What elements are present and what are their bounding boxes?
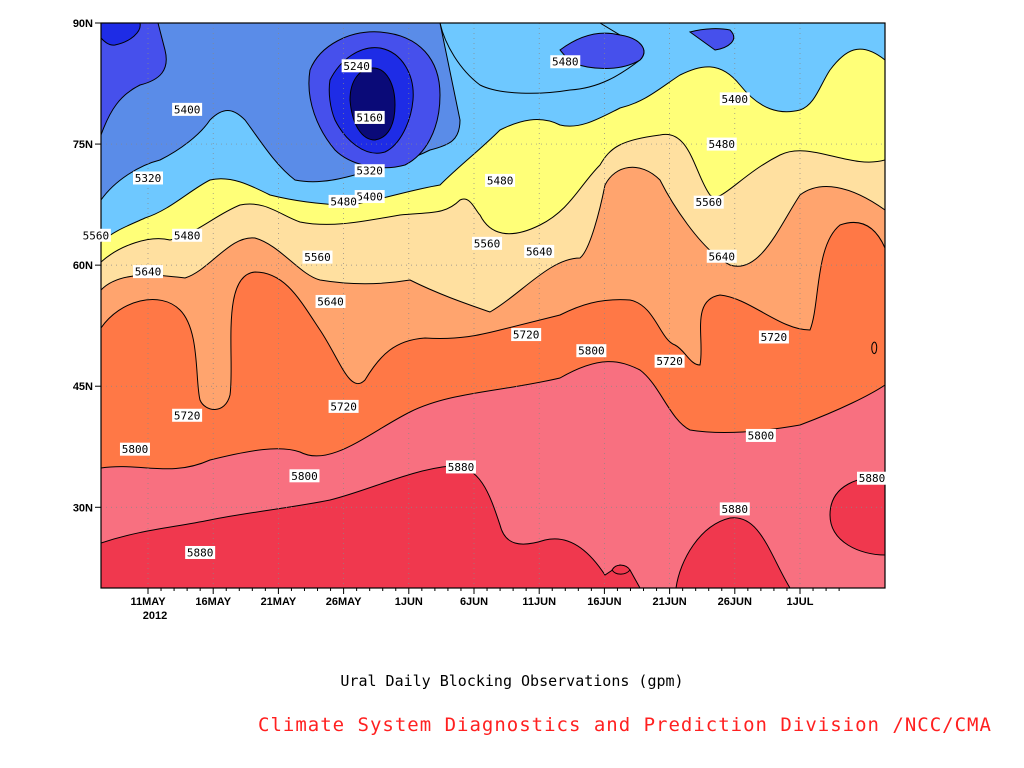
contour-label-box — [315, 294, 346, 308]
x-tick-label: 26MAY — [326, 596, 362, 608]
contour-label: 5240 — [343, 60, 370, 73]
x-tick-label: 26JUN — [718, 596, 752, 608]
contour-label-box — [289, 469, 320, 483]
contour-label-box — [133, 265, 163, 279]
contour-label-box — [706, 249, 737, 263]
contour-label-box — [550, 55, 581, 69]
contour-label-box — [172, 102, 203, 116]
contour-label: 5640 — [709, 250, 736, 263]
contour-bands — [101, 23, 885, 588]
contour-label: 5480 — [174, 229, 201, 242]
contour-label: 5400 — [722, 93, 749, 106]
contour-label: 5640 — [317, 295, 344, 308]
contour-label: 5320 — [356, 165, 383, 178]
y-tick-label: 45N — [73, 381, 93, 393]
contour-label: 5720 — [761, 331, 788, 344]
y-axis: 30N 45N 60N 75N 90N — [73, 18, 101, 514]
contour-label-box — [857, 471, 887, 485]
plot-frame — [100, 22, 886, 589]
contour-label-box — [119, 442, 150, 456]
y-tick-label: 75N — [73, 139, 93, 151]
contour-label: 5720 — [656, 355, 683, 368]
contour-label-box — [328, 194, 359, 208]
contour-label-box — [511, 328, 542, 342]
contour-label: 5160 — [356, 111, 383, 124]
closed-contour-5720 — [871, 341, 878, 355]
contour-label: 5800 — [122, 443, 149, 456]
contour-label-box — [706, 137, 737, 151]
x-tick-label: 16MAY — [195, 596, 231, 608]
contour-labels: 5240516054005320532054005480548054805400… — [80, 55, 887, 559]
contour-label: 5880 — [448, 461, 475, 474]
contour-label: 5480 — [487, 174, 514, 187]
contour-label: 5800 — [748, 429, 775, 442]
contour-label-box — [354, 110, 385, 124]
contour-label: 5320 — [135, 172, 162, 185]
contour-label-box — [576, 344, 607, 358]
contour-label-box — [719, 92, 750, 106]
x-tick-label: 21JUN — [652, 596, 686, 608]
contour-label-box — [341, 59, 372, 73]
contour-label: 5880 — [722, 503, 749, 516]
contour-label-box — [485, 173, 516, 187]
contour-label-box — [354, 164, 385, 178]
contour-label: 5800 — [291, 470, 318, 483]
contour-label: 5480 — [330, 195, 357, 208]
x-tick-label: 21MAY — [261, 596, 297, 608]
x-tick-label: 16JUN — [587, 596, 621, 608]
x-tick-label: 1JUN — [395, 596, 423, 608]
y-tick-label: 30N — [73, 502, 93, 514]
contour-label-box — [654, 354, 685, 368]
x-tick-label: 1JUL — [787, 596, 814, 608]
contour-label-box — [758, 330, 789, 344]
contour-label-box — [302, 250, 333, 264]
contour-label: 5720 — [513, 329, 540, 342]
contour-label-box — [172, 228, 203, 242]
contour-label: 5880 — [187, 546, 214, 559]
contour-label-box — [185, 545, 216, 559]
contour-label-box — [172, 408, 203, 422]
contour-label: 5880 — [859, 472, 886, 485]
contour-label: 5560 — [695, 196, 722, 209]
contour-label-box — [354, 190, 385, 204]
contour-label: 5400 — [174, 103, 201, 116]
contour-label-box — [745, 428, 776, 442]
contour-label: 5560 — [83, 229, 110, 242]
contour-label: 5640 — [526, 245, 553, 258]
contour-label: 5560 — [304, 251, 331, 264]
contour-label: 5720 — [330, 400, 357, 413]
band-5880-island — [611, 564, 631, 575]
contour-label: 5800 — [578, 345, 605, 358]
y-tick-label: 60N — [73, 260, 93, 272]
band-5160 — [101, 23, 414, 154]
contour-label: 5560 — [474, 237, 501, 250]
contour-label-box — [328, 399, 359, 413]
y-tick-label: 90N — [73, 18, 93, 30]
x-tick-label: 6JUN — [460, 596, 488, 608]
contour-label-box — [719, 502, 750, 516]
contour-label-box — [133, 171, 163, 185]
contour-label: 5480 — [552, 56, 579, 69]
contour-label: 5400 — [356, 191, 383, 204]
contour-label-box — [524, 244, 555, 258]
contour-label-box — [445, 460, 476, 474]
contour-label-box — [472, 236, 503, 250]
contour-label-box — [80, 228, 111, 242]
contour-label: 5720 — [174, 409, 201, 422]
x-tick-label: 11MAY — [130, 596, 166, 608]
contour-label-box — [693, 195, 724, 209]
x-tick-label: 11JUN — [522, 596, 556, 608]
credit-line: Climate System Diagnostics and Predictio… — [258, 714, 992, 736]
contour-label: 5640 — [135, 266, 162, 279]
chart-caption: Ural Daily Blocking Observations (gpm) — [340, 672, 684, 690]
contour-label: 5480 — [709, 138, 736, 151]
x-year-label: 2012 — [143, 610, 167, 622]
x-axis: 11MAY 16MAY 21MAY 26MAY 1JUN 6JUN 11JUN 16JUN 21… — [130, 588, 840, 622]
